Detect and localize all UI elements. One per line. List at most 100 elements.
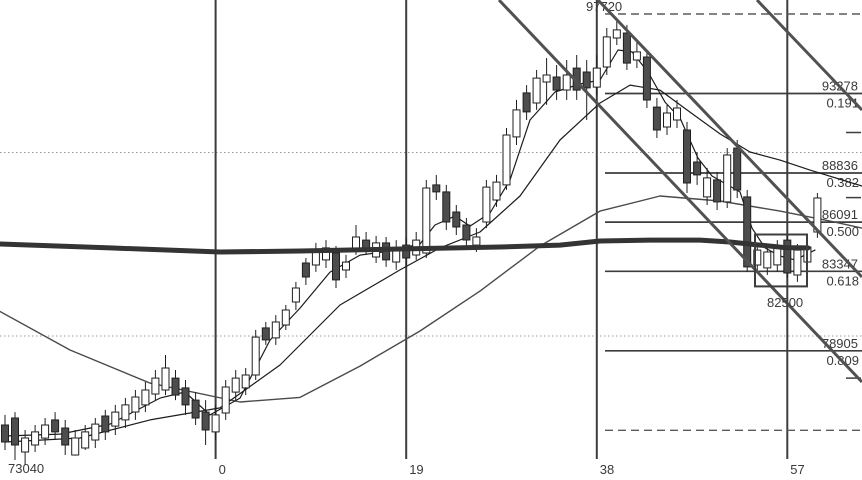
candle-body-down bbox=[683, 129, 691, 184]
candle bbox=[442, 184, 451, 230]
candle bbox=[592, 55, 601, 96]
candle bbox=[492, 174, 501, 207]
candle-body-up bbox=[281, 309, 290, 326]
candle bbox=[41, 418, 50, 445]
candle bbox=[271, 315, 280, 345]
candle-body-up bbox=[602, 36, 611, 68]
candle bbox=[462, 218, 471, 251]
candle bbox=[91, 418, 100, 448]
candle-body-up bbox=[532, 77, 541, 104]
candle-body-up bbox=[472, 236, 481, 246]
candle bbox=[602, 28, 611, 75]
candle-body-up bbox=[141, 389, 150, 406]
candle bbox=[131, 390, 140, 420]
candle-body-up bbox=[703, 177, 712, 198]
fib-ratio-label: 0.500 bbox=[826, 224, 859, 239]
candle bbox=[211, 404, 220, 440]
candle-body-down bbox=[743, 196, 752, 268]
candle bbox=[632, 41, 641, 69]
candle bbox=[231, 370, 240, 401]
candle bbox=[261, 322, 270, 345]
fib-price-label: 88836 bbox=[822, 158, 858, 173]
candle-body-down bbox=[402, 244, 411, 259]
candle bbox=[402, 237, 411, 265]
candle bbox=[482, 179, 491, 229]
x-axis-label: 19 bbox=[409, 462, 423, 477]
candle-body-up bbox=[773, 247, 782, 266]
candle bbox=[673, 99, 681, 128]
candle-body-up bbox=[422, 187, 431, 254]
candle-body-down bbox=[101, 415, 110, 433]
candle-body-up bbox=[492, 181, 501, 201]
candle bbox=[61, 419, 70, 455]
candle bbox=[652, 97, 661, 138]
ma-medium-line bbox=[4, 84, 862, 443]
candle-body-up bbox=[592, 67, 601, 88]
candle-body-up bbox=[241, 374, 250, 389]
candle bbox=[542, 58, 551, 105]
fib-ratio-label: 0.382 bbox=[826, 175, 859, 190]
candle bbox=[743, 189, 752, 272]
fib-price-label: 83347 bbox=[822, 256, 858, 271]
candle bbox=[322, 240, 330, 268]
candle bbox=[1, 414, 9, 450]
candle-body-down bbox=[332, 252, 340, 281]
candle bbox=[251, 329, 260, 380]
candle bbox=[31, 425, 40, 452]
candle-body-down bbox=[61, 427, 70, 446]
candle-body-down bbox=[181, 387, 190, 406]
candles-layer bbox=[1, 17, 822, 465]
candle-body-up bbox=[793, 249, 802, 276]
candle bbox=[161, 355, 170, 396]
candle-body-up bbox=[251, 336, 260, 376]
candle bbox=[512, 99, 521, 145]
candle bbox=[422, 179, 431, 258]
candle bbox=[522, 85, 531, 120]
candle-body-up bbox=[211, 414, 220, 433]
candle-body-down bbox=[733, 147, 742, 191]
fib-ratio-label: 0.618 bbox=[826, 273, 859, 288]
rectangle-price-label: 82500 bbox=[767, 295, 803, 310]
candle-body-up bbox=[71, 437, 80, 456]
candle-body-up bbox=[81, 431, 90, 449]
candle-body-up bbox=[632, 51, 641, 61]
candle-body-down bbox=[522, 92, 531, 113]
candle bbox=[81, 425, 90, 450]
candle-body-down bbox=[432, 184, 441, 193]
candle bbox=[281, 305, 290, 330]
candle-body-down bbox=[582, 71, 591, 89]
trendline[interactable] bbox=[596, 0, 862, 279]
rectangle-zone[interactable] bbox=[754, 233, 808, 288]
candle-body-down bbox=[201, 411, 210, 431]
candle bbox=[111, 404, 120, 435]
candle-body-up bbox=[663, 112, 671, 128]
candle-body-up bbox=[31, 431, 40, 446]
candle bbox=[693, 152, 702, 185]
trendline[interactable] bbox=[755, 0, 862, 112]
swing-low-label: 73040 bbox=[8, 461, 44, 476]
trendline[interactable] bbox=[497, 0, 862, 384]
x-axis-label: 38 bbox=[600, 462, 614, 477]
candle bbox=[703, 167, 712, 205]
candle-body-down bbox=[191, 399, 200, 419]
candle-body-down bbox=[452, 211, 461, 228]
candle-body-up bbox=[111, 411, 120, 427]
candle bbox=[642, 50, 651, 108]
candle-body-up bbox=[121, 404, 130, 421]
candle-body-down bbox=[552, 76, 561, 91]
candle-body-up bbox=[271, 321, 280, 339]
candle bbox=[723, 148, 732, 208]
candle bbox=[432, 174, 441, 200]
candle bbox=[151, 370, 160, 401]
candle-body-up bbox=[342, 261, 350, 271]
candle-body-up bbox=[763, 251, 772, 269]
candle bbox=[181, 380, 190, 415]
candle-body-up bbox=[502, 134, 511, 186]
candle-body-up bbox=[91, 423, 100, 441]
x-axis-label: 0 bbox=[219, 462, 226, 477]
candle-body-down bbox=[362, 239, 371, 249]
candle-body-down bbox=[642, 56, 651, 101]
candle-body-up bbox=[41, 424, 50, 439]
candle-body-down bbox=[301, 262, 310, 278]
